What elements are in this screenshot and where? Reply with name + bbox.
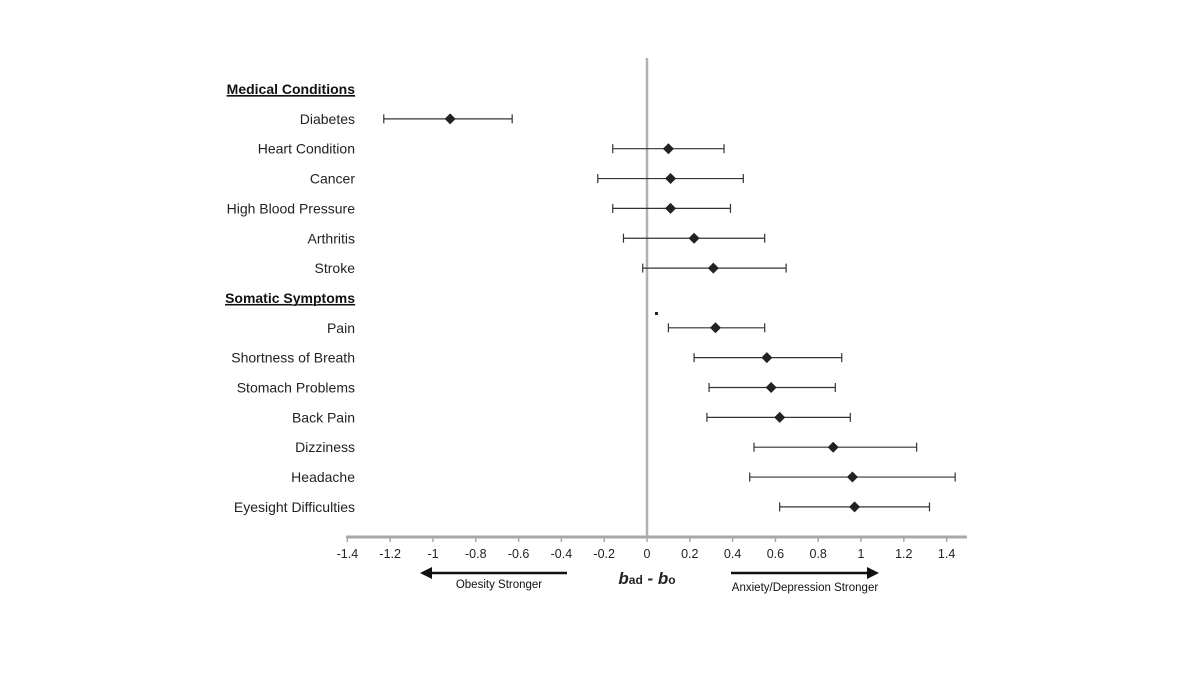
estimate-marker <box>849 501 861 513</box>
group-title: Medical Conditions <box>227 81 356 97</box>
x-tick-label: -0.4 <box>551 547 573 561</box>
estimate-marker <box>774 411 786 423</box>
estimate-marker <box>707 262 719 274</box>
row-label: Pain <box>327 320 355 336</box>
x-axis-label-part: - <box>643 569 658 588</box>
left-arrow-head-icon <box>420 567 432 579</box>
x-axis-label: bad - bo <box>618 569 675 588</box>
x-tick-label: -0.6 <box>508 547 530 561</box>
x-tick-label: -1 <box>427 547 438 561</box>
row-label: Stomach Problems <box>237 380 355 396</box>
x-tick-label: 1.2 <box>895 547 912 561</box>
left-arrow-label: Obesity Stronger <box>456 579 542 591</box>
x-tick-label: 0.2 <box>681 547 698 561</box>
x-tick-label: -0.8 <box>465 547 487 561</box>
row-label: Stroke <box>315 260 356 276</box>
estimate-marker <box>665 202 677 214</box>
x-tick-label: 1.4 <box>938 547 955 561</box>
estimate-marker <box>665 173 677 185</box>
right-arrow-label: Anxiety/Depression Stronger <box>732 582 879 594</box>
x-tick-label: 0.4 <box>724 547 741 561</box>
right-arrow-head-icon <box>867 567 879 579</box>
estimate-marker <box>709 322 721 334</box>
x-tick-label: 0.8 <box>810 547 827 561</box>
x-tick-label: -0.2 <box>593 547 615 561</box>
group-title: Somatic Symptoms <box>225 290 355 306</box>
estimate-marker <box>688 232 700 244</box>
row-label: Back Pain <box>292 409 355 425</box>
stray-dot <box>655 312 658 315</box>
x-axis-label-part: b <box>618 569 628 588</box>
row-label: High Blood Pressure <box>227 200 356 216</box>
x-axis-label-part: ad <box>629 573 643 587</box>
row-label: Heart Condition <box>258 141 355 157</box>
x-tick-label: 0 <box>644 547 651 561</box>
row-label: Shortness of Breath <box>231 350 355 366</box>
x-tick-label: 1 <box>858 547 865 561</box>
estimate-marker <box>444 113 456 125</box>
estimate-marker <box>662 143 674 155</box>
row-label: Eyesight Difficulties <box>234 499 355 515</box>
x-axis-label-part: o <box>668 573 675 587</box>
row-label: Diabetes <box>300 111 355 127</box>
x-tick-label: 0.6 <box>767 547 784 561</box>
row-label: Cancer <box>310 171 355 187</box>
estimate-marker <box>827 441 839 453</box>
row-label: Arthritis <box>308 230 355 246</box>
estimate-marker <box>761 352 773 364</box>
estimate-marker <box>765 382 777 393</box>
x-tick-label: -1.4 <box>337 547 359 561</box>
x-axis-label-part: b <box>658 569 668 588</box>
row-label: Dizziness <box>295 439 355 455</box>
x-tick-label: -1.2 <box>379 547 401 561</box>
row-label: Headache <box>291 469 355 485</box>
estimate-marker <box>846 471 858 483</box>
